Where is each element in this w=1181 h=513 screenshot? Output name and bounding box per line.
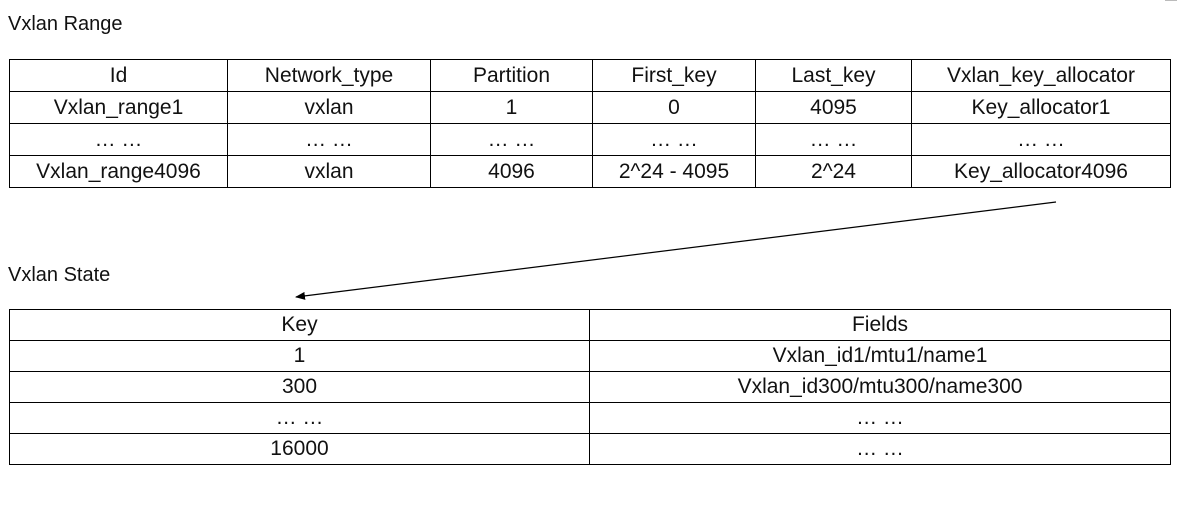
table-row: Vxlan_range4096 vxlan 4096 2^24 - 4095 2… — [9, 155, 1171, 188]
table-row: 1 Vxlan_id1/mtu1/name1 — [9, 340, 1171, 372]
table-row: 16000 … … — [9, 433, 1171, 465]
table-cell: … … — [592, 123, 756, 156]
table-cell: vxlan — [227, 155, 431, 188]
table-cell: … … — [589, 402, 1171, 434]
table-cell: Vxlan_id300/mtu300/name300 — [589, 371, 1171, 403]
table-cell: … … — [9, 402, 590, 434]
table-cell: 1 — [9, 340, 590, 372]
table-cell: … … — [227, 123, 431, 156]
header-cell-key: Key — [9, 309, 590, 341]
table-row: … … … … — [9, 402, 1171, 434]
arrow-line — [295, 201, 1057, 300]
table-cell: … … — [589, 433, 1171, 465]
vxlan-state-table: Key Fields 1 Vxlan_id1/mtu1/name1 300 Vx… — [9, 309, 1171, 465]
header-cell-id: Id — [9, 59, 228, 92]
table-cell: Vxlan_range4096 — [9, 155, 228, 188]
table-cell: 1 — [430, 91, 593, 124]
table-cell: 16000 — [9, 433, 590, 465]
table-row: … … … … … … … … … … … … — [9, 123, 1171, 156]
header-cell-last-key: Last_key — [755, 59, 912, 92]
table-cell: … … — [9, 123, 228, 156]
table-header-row: Key Fields — [9, 309, 1171, 341]
table-cell: … … — [755, 123, 912, 156]
table-cell: 4095 — [755, 91, 912, 124]
table-cell: vxlan — [227, 91, 431, 124]
table-cell: Vxlan_id1/mtu1/name1 — [589, 340, 1171, 372]
corner-mark — [1165, 0, 1177, 1]
table-cell: 4096 — [430, 155, 593, 188]
table-cell: Key_allocator4096 — [911, 155, 1171, 188]
vxlan-range-table: Id Network_type Partition First_key Last… — [9, 59, 1171, 188]
vxlan-range-title: Vxlan Range — [8, 13, 123, 35]
header-cell-first-key: First_key — [592, 59, 756, 92]
table-row: 300 Vxlan_id300/mtu300/name300 — [9, 371, 1171, 403]
table-cell: 0 — [592, 91, 756, 124]
table-cell: 2^24 - 4095 — [592, 155, 756, 188]
table-header-row: Id Network_type Partition First_key Last… — [9, 59, 1171, 92]
header-cell-network-type: Network_type — [227, 59, 431, 92]
table-cell: Vxlan_range1 — [9, 91, 228, 124]
table-cell: 300 — [9, 371, 590, 403]
header-cell-vxlan-key-allocator: Vxlan_key_allocator — [911, 59, 1171, 92]
table-cell: … … — [911, 123, 1171, 156]
table-cell: … … — [430, 123, 593, 156]
vxlan-state-title: Vxlan State — [8, 264, 111, 286]
header-cell-partition: Partition — [430, 59, 593, 92]
table-cell: Key_allocator1 — [911, 91, 1171, 124]
table-cell: 2^24 — [755, 155, 912, 188]
table-row: Vxlan_range1 vxlan 1 0 4095 Key_allocato… — [9, 91, 1171, 124]
header-cell-fields: Fields — [589, 309, 1171, 341]
